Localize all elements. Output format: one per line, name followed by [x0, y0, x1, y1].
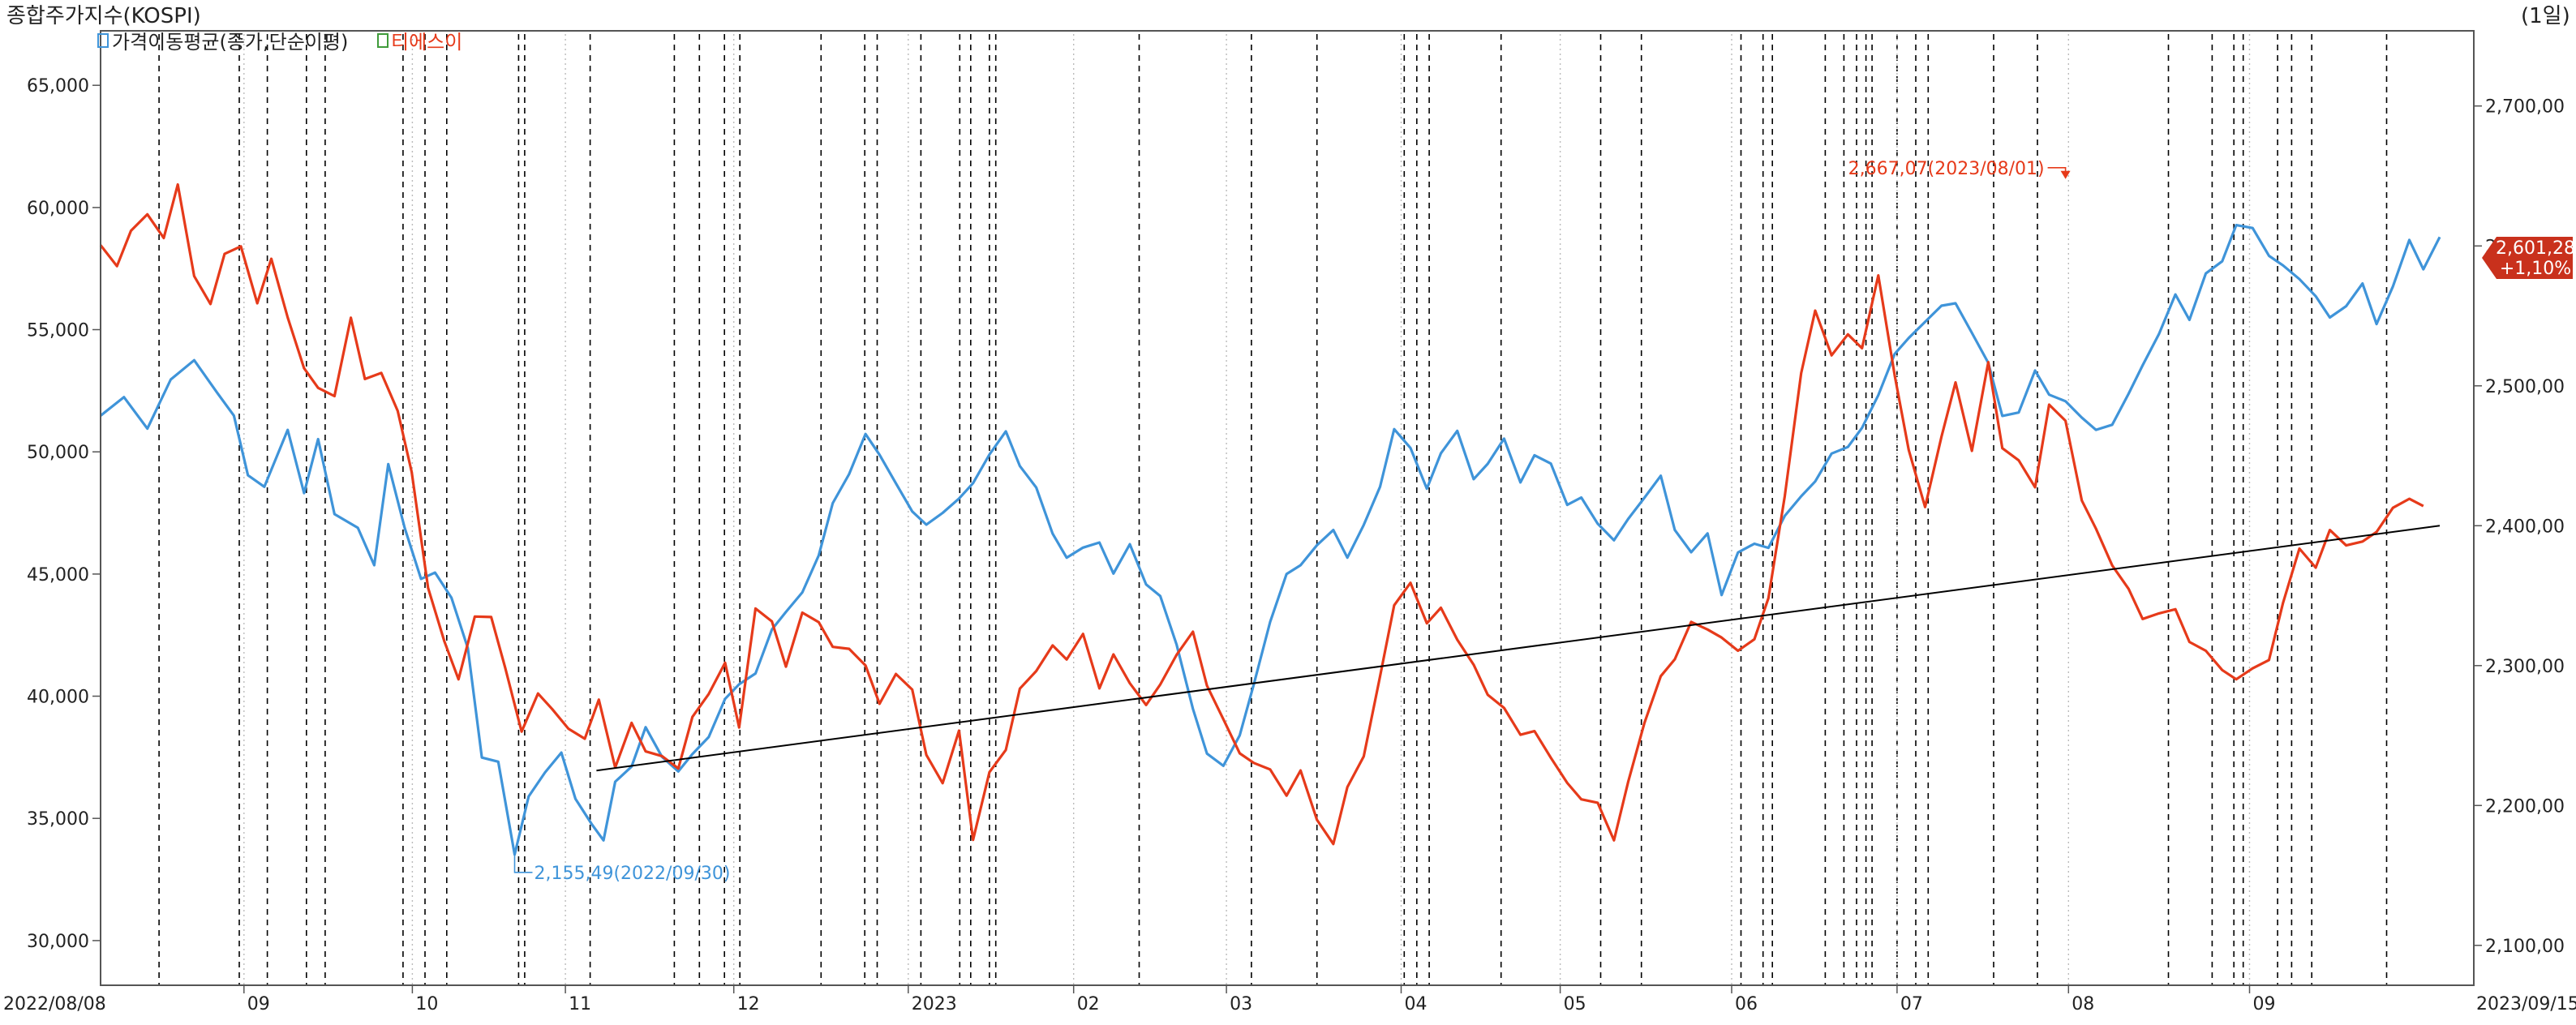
x-tick-label: 11 [569, 994, 591, 1014]
left-tick-label: 50,000 [27, 443, 89, 463]
series-line-tse [99, 182, 2424, 846]
x-tick-label: 12 [737, 994, 760, 1014]
right-tick-label: 2,300,00 [2485, 657, 2565, 677]
x-tick-label: 05 [1564, 994, 1586, 1014]
right-tick-label: 2,200,00 [2485, 796, 2565, 817]
left-tick-label: 30,000 [27, 932, 89, 952]
legend-marker-tse [377, 33, 389, 48]
left-tick-label: 55,000 [27, 321, 89, 341]
low-annotation-leader [513, 854, 533, 873]
chart-title: 종합주가지수(KOSPI) [6, 4, 201, 28]
right-tick-label: 2,700,00 [2485, 97, 2565, 118]
x-tick-label: 09 [2253, 994, 2276, 1014]
x-tick-label: 08 [2072, 994, 2094, 1014]
x-tick-label: 10 [415, 994, 438, 1014]
low-annotation-label: 2,155,49(2022/09/30) [535, 864, 731, 884]
right-tick-label: 2,100,00 [2485, 937, 2565, 957]
right-tick-label: 2,500,00 [2485, 377, 2565, 397]
axis-layer: 09 10 11 12 2023 02 03 04 05 06 07 08 09 30,000 35,000… [27, 30, 2565, 1014]
left-tick-label: 40,000 [27, 688, 89, 708]
left-tick-label: 60,000 [27, 199, 89, 219]
period-label: (1일) [2521, 4, 2570, 28]
high-annotation-label: 2,667,07(2023/08/01) [1848, 159, 2045, 179]
x-tick-label: 2023 [912, 994, 957, 1014]
x-axis-end-label: 2023/09/15 [2476, 994, 2576, 1014]
left-tick-label: 35,000 [27, 809, 89, 830]
left-tick-label: 65,000 [27, 76, 89, 96]
x-tick-label: 07 [1900, 994, 1923, 1014]
series-layer [99, 182, 2441, 856]
legend-marker-ma [97, 33, 109, 48]
high-annotation-marker [2060, 170, 2071, 179]
last-price-value: 2,601,28 [2496, 238, 2575, 259]
x-tick-label: 06 [1735, 994, 1758, 1014]
legend-label-tse: 티에스이 [391, 31, 462, 54]
last-price-badge: 2,601,28 +1,10% [2482, 237, 2575, 279]
last-price-badge-shape [2482, 237, 2573, 279]
x-tick-label: 04 [1405, 994, 1428, 1014]
right-tick-label: 2,400,00 [2485, 517, 2565, 537]
x-axis-start-label: 2022/08/08 [3, 994, 106, 1014]
annotation-layer: 2,155,49(2022/09/30) 2,667,07(2023/08/01) [513, 159, 2071, 884]
left-tick-label: 45,000 [27, 565, 89, 585]
plot-frame [100, 30, 2475, 986]
trendline [596, 525, 2441, 772]
event-lines [158, 34, 2388, 985]
x-tick-label: 03 [1230, 994, 1252, 1014]
legend-label-ma: 가격이동평균(종가,단순이평) [112, 31, 348, 54]
last-price-change: +1,10% [2500, 259, 2571, 279]
legend: 가격이동평균(종가,단순이평) 티에스이 [97, 31, 462, 54]
series-line-ma [100, 224, 2441, 856]
x-tick-label: 09 [247, 994, 270, 1014]
x-tick-label: 02 [1077, 994, 1100, 1014]
